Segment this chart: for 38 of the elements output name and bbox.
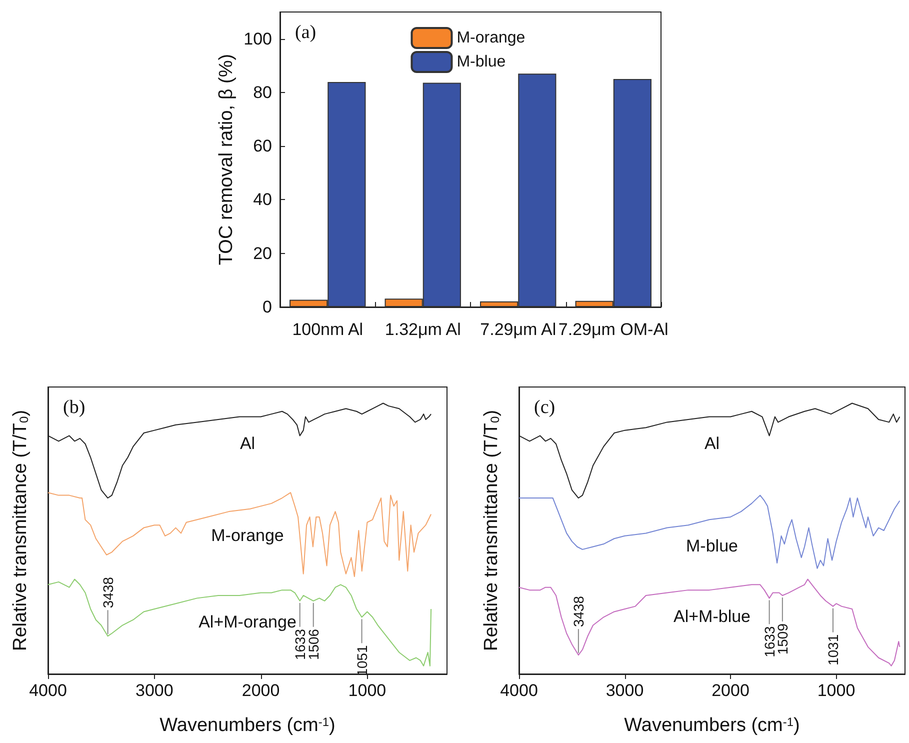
annotation: 1031 [824,634,841,666]
series-label: Al+M-orange [198,612,296,632]
y-axis-title: Relative transmittance (T/T0) [10,410,31,652]
chart-title: (c) [534,397,556,418]
y-tick-label: 20 [253,244,272,263]
text: (a) [295,22,316,43]
x-tick-label: 4000 [500,681,538,700]
x-tick-label: 4000 [29,681,67,700]
x-tick-label: 3000 [606,681,644,700]
x-tick-label: 7.29μm OM-Al [558,320,668,339]
series-label: Al [704,434,720,453]
y-axis-title: Relative transmittance (T/T0) [481,410,502,652]
y-tick-label: 60 [253,136,272,156]
x-tick-label: 7.29μm Al [480,320,556,339]
x-tick-label: 100nm Al [292,320,364,339]
x-tick-label: 1000 [817,681,856,700]
annotation: 3438 [570,596,586,628]
annotation: 1051 [354,644,370,676]
y-axis-title: TOC removal ratio, β (%) [216,54,237,266]
series-label: M-orange [211,526,284,545]
y-tick-label: 40 [253,190,272,210]
y-tick-label: 100 [244,29,272,48]
legend-label: M-orange [456,30,526,46]
series-label: M-blue [686,536,738,556]
series-label: Al+M-blue [673,607,751,626]
annotation: 1633 [292,628,308,660]
x-tick-label: 2000 [712,681,750,700]
annotation: 3438 [100,576,116,608]
annotation: 1506 [305,628,322,660]
y-tick-label: 80 [253,82,272,102]
x-tick-label: 1000 [348,681,386,700]
x-tick-label: 2000 [242,681,280,700]
series-label: Al [240,434,256,453]
legend-label: M-blue [456,54,506,70]
x-tick-label: 1.32μm Al [384,320,461,339]
chart-title: (b) [63,397,86,418]
y-tick-label: 0 [262,298,272,316]
x-tick-label: 3000 [135,681,174,700]
